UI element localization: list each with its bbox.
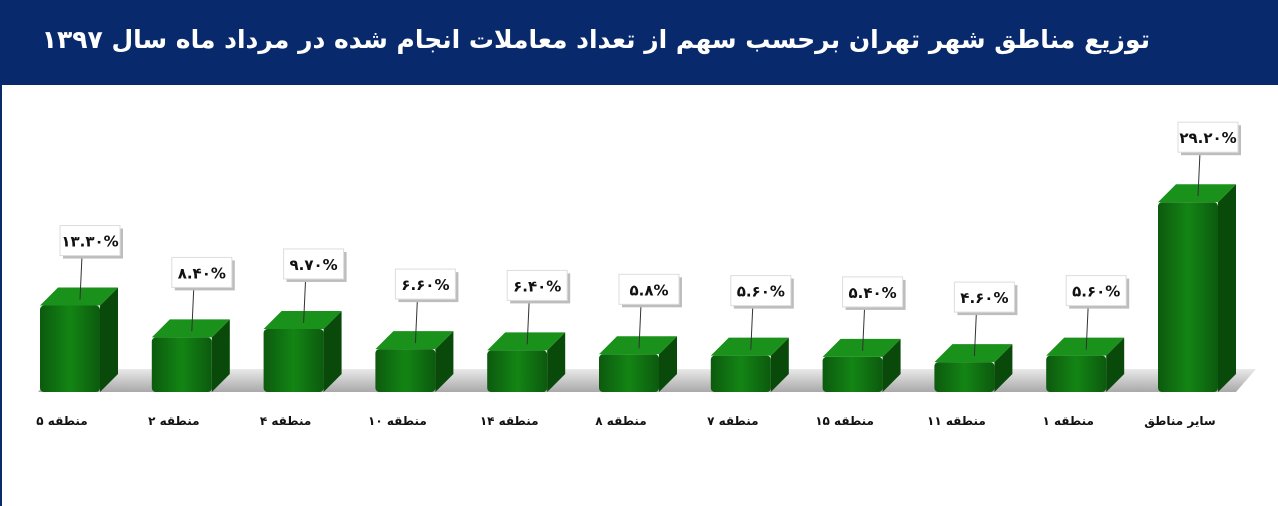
- bar-side: [1218, 184, 1236, 392]
- category-label: منطقه ۱: [1042, 414, 1093, 428]
- data-label-leader: [303, 278, 307, 323]
- bar-top: [263, 310, 342, 329]
- chart-title: توزیع مناطق شهر تهران برحسب سهم از تعداد…: [41, 25, 1150, 54]
- data-label: ۸.۴۰%: [178, 264, 226, 282]
- bar: [1158, 184, 1236, 392]
- bar: [487, 332, 566, 392]
- data-label-box: [618, 273, 680, 305]
- category-label: منطقه ۱۴: [480, 414, 539, 428]
- category-label: منطقه ۵: [36, 414, 87, 428]
- bar-front: [40, 305, 100, 392]
- data-label: ۹.۷۰%: [289, 256, 337, 274]
- title-bar: توزیع مناطق شهر تهران برحسب سهم از تعداد…: [0, 0, 1278, 85]
- bar-side: [547, 332, 566, 392]
- bar-top: [151, 319, 230, 338]
- bar-top: [375, 331, 454, 350]
- bar-side: [435, 331, 454, 392]
- data-label-box: [394, 268, 456, 300]
- data-label: ۵.۴۰%: [848, 284, 896, 302]
- bar-top: [1046, 337, 1125, 356]
- bar-front: [487, 350, 548, 392]
- bar-side: [882, 338, 901, 392]
- data-label-box: [1065, 275, 1127, 307]
- bar-top: [934, 344, 1013, 363]
- data-label-leader: [79, 255, 83, 300]
- bar-top: [710, 337, 789, 356]
- data-label-leader: [1085, 305, 1089, 350]
- bar-top: [599, 336, 677, 355]
- category-label: منطقه ۱۰: [368, 414, 427, 428]
- bar: [263, 310, 342, 392]
- bar: [1046, 337, 1125, 392]
- data-label-box: [953, 281, 1015, 313]
- data-label: ۶.۴۰%: [513, 277, 561, 295]
- bar: [151, 319, 230, 392]
- category-label: منطقه ۱۵: [815, 414, 874, 428]
- bar: [822, 338, 901, 392]
- data-label-leader: [973, 312, 977, 357]
- bar-front: [822, 356, 883, 392]
- bar: [40, 287, 118, 392]
- bar-front: [1158, 202, 1218, 392]
- data-label-leader: [414, 299, 418, 344]
- bar-side: [100, 287, 118, 392]
- data-label-box: [59, 225, 121, 257]
- bar: [710, 337, 789, 392]
- bar-top: [487, 332, 566, 351]
- data-label: ۵.۶۰%: [1072, 283, 1120, 301]
- category-label: سایر مناطق: [1144, 414, 1215, 428]
- bar-side: [1106, 337, 1125, 392]
- bar-side: [659, 336, 677, 392]
- category-label: منطقه ۷: [707, 414, 758, 428]
- data-label-box: [506, 269, 568, 301]
- data-label: ۵.۸%: [629, 281, 668, 299]
- data-label-leader: [1197, 152, 1201, 197]
- data-label: ۴.۶۰%: [960, 289, 1008, 307]
- bar-front: [934, 362, 995, 392]
- bar-front: [710, 355, 771, 392]
- data-label-box: [283, 248, 345, 280]
- bar-top: [1158, 184, 1236, 203]
- data-label-box: [171, 256, 233, 288]
- category-label: منطقه ۲: [148, 414, 199, 428]
- bar-top: [822, 338, 901, 357]
- bar-front: [263, 328, 324, 392]
- data-label-leader: [750, 305, 754, 350]
- data-label-leader: [862, 306, 866, 351]
- bar-front: [375, 349, 436, 392]
- bar: [375, 331, 454, 392]
- data-label-box: [1177, 121, 1239, 153]
- data-label: ۶.۶۰%: [401, 276, 449, 294]
- category-label: منطقه ۱۱: [927, 414, 986, 428]
- data-label: ۵.۶۰%: [737, 283, 785, 301]
- data-label-leader: [191, 287, 195, 332]
- bar-side: [770, 337, 789, 392]
- category-label: منطقه ۸: [595, 414, 646, 428]
- bar-side: [211, 319, 230, 392]
- data-label: ۱۳.۳۰%: [61, 233, 118, 251]
- data-label-box: [842, 276, 904, 308]
- data-label: ۲۹.۲۰%: [1179, 129, 1236, 147]
- data-label-box: [730, 275, 792, 307]
- bar: [599, 336, 677, 392]
- bar: [934, 344, 1013, 392]
- bar-front: [599, 354, 659, 392]
- category-label: منطقه ۴: [260, 414, 311, 428]
- bar-front: [151, 337, 212, 392]
- bar-top: [40, 287, 118, 306]
- bar-side: [994, 344, 1013, 392]
- data-label-leader: [638, 304, 642, 349]
- data-label-leader: [526, 300, 530, 345]
- bar-front: [1046, 355, 1107, 392]
- bar-side: [323, 310, 342, 392]
